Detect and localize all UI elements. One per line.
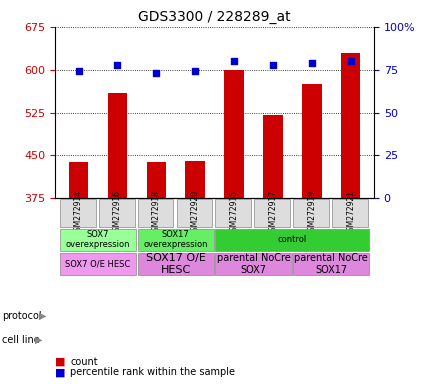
- Point: [347, 58, 354, 64]
- Point: [192, 68, 198, 74]
- FancyBboxPatch shape: [138, 199, 173, 227]
- Point: [114, 61, 121, 68]
- Text: GSM272918: GSM272918: [152, 190, 161, 236]
- Bar: [108, 93, 127, 198]
- Text: ▶: ▶: [35, 335, 42, 345]
- Text: GSM272920: GSM272920: [191, 190, 200, 236]
- Bar: [147, 162, 166, 198]
- Bar: [263, 115, 283, 198]
- Text: GSM272921: GSM272921: [346, 190, 355, 236]
- Bar: [69, 162, 88, 198]
- FancyBboxPatch shape: [60, 199, 96, 227]
- Text: count: count: [70, 357, 98, 367]
- FancyBboxPatch shape: [60, 253, 136, 275]
- Text: cell line: cell line: [2, 335, 40, 345]
- Text: GSM272916: GSM272916: [113, 190, 122, 236]
- FancyBboxPatch shape: [215, 253, 292, 275]
- Text: SOX7
overexpression: SOX7 overexpression: [66, 230, 130, 250]
- Text: ■: ■: [55, 357, 66, 367]
- FancyBboxPatch shape: [332, 199, 368, 227]
- FancyBboxPatch shape: [99, 199, 135, 227]
- Bar: [224, 70, 244, 198]
- Text: control: control: [278, 235, 307, 244]
- Text: ▶: ▶: [39, 311, 47, 321]
- Point: [153, 70, 160, 76]
- Text: SOX17 O/E
HESC: SOX17 O/E HESC: [146, 253, 206, 275]
- FancyBboxPatch shape: [176, 199, 212, 227]
- Text: parental NoCre
SOX7: parental NoCre SOX7: [217, 253, 290, 275]
- FancyBboxPatch shape: [293, 199, 329, 227]
- Text: SOX7 O/E HESC: SOX7 O/E HESC: [65, 260, 130, 269]
- Bar: [302, 84, 322, 198]
- Point: [309, 60, 315, 66]
- FancyBboxPatch shape: [254, 199, 290, 227]
- Point: [75, 68, 82, 74]
- Text: GSM272914: GSM272914: [74, 190, 83, 236]
- FancyBboxPatch shape: [138, 253, 214, 275]
- Text: ■: ■: [55, 367, 66, 377]
- Point: [231, 58, 238, 64]
- FancyBboxPatch shape: [215, 229, 369, 251]
- Bar: [341, 53, 360, 198]
- Text: SOX17
overexpression: SOX17 overexpression: [144, 230, 208, 250]
- Bar: [185, 161, 205, 198]
- FancyBboxPatch shape: [60, 229, 136, 251]
- Text: parental NoCre
SOX17: parental NoCre SOX17: [295, 253, 368, 275]
- Text: GSM272917: GSM272917: [269, 190, 278, 236]
- Title: GDS3300 / 228289_at: GDS3300 / 228289_at: [138, 10, 291, 25]
- Text: protocol: protocol: [2, 311, 42, 321]
- Text: percentile rank within the sample: percentile rank within the sample: [70, 367, 235, 377]
- FancyBboxPatch shape: [215, 199, 251, 227]
- Point: [269, 61, 276, 68]
- Text: GSM272919: GSM272919: [307, 190, 316, 236]
- Text: GSM272915: GSM272915: [230, 190, 238, 236]
- FancyBboxPatch shape: [293, 253, 369, 275]
- FancyBboxPatch shape: [138, 229, 214, 251]
